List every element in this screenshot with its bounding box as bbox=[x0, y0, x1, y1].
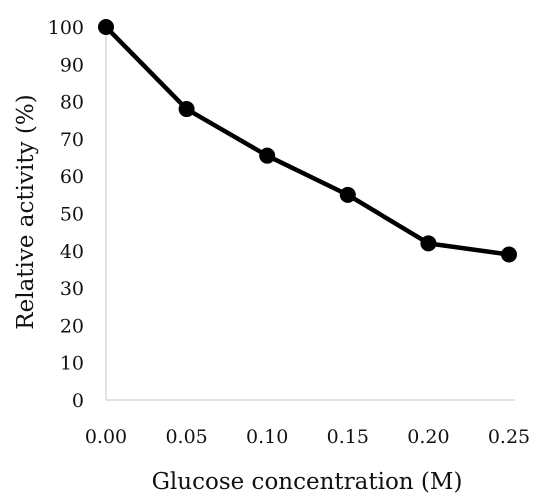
y-axis-title: Relative activity (%) bbox=[13, 94, 39, 329]
y-tick-label: 90 bbox=[60, 54, 84, 76]
y-tick-label: 10 bbox=[60, 353, 84, 375]
x-tick-label: 0.25 bbox=[488, 426, 530, 448]
data-point bbox=[501, 246, 517, 263]
y-tick-label: 0 bbox=[72, 390, 84, 412]
x-tick-labels: 0.00 0.05 0.10 0.15 0.20 0.25 bbox=[85, 426, 530, 448]
x-tick-label: 0.05 bbox=[165, 426, 207, 448]
data-point bbox=[98, 19, 114, 35]
data-point bbox=[420, 235, 437, 252]
y-tick-label: 40 bbox=[60, 241, 84, 263]
x-tick-label: 0.15 bbox=[327, 426, 369, 448]
x-tick-label: 0.20 bbox=[407, 426, 449, 448]
data-point bbox=[178, 101, 195, 118]
series-line bbox=[103, 24, 512, 257]
data-point bbox=[339, 186, 356, 203]
y-tick-label: 60 bbox=[60, 166, 84, 188]
x-tick-label: 0.00 bbox=[85, 426, 127, 448]
series-group bbox=[98, 19, 517, 263]
y-tick-label: 30 bbox=[60, 278, 84, 300]
x-tick-label: 0.10 bbox=[246, 426, 288, 448]
y-tick-label: 20 bbox=[60, 315, 84, 337]
y-tick-label: 100 bbox=[48, 17, 84, 39]
x-axis-title: Glucose concentration (M) bbox=[152, 469, 463, 495]
y-tick-labels: 0 10 20 30 40 50 60 70 80 90 100 bbox=[48, 17, 84, 412]
axes bbox=[105, 27, 515, 401]
data-point bbox=[259, 147, 276, 164]
y-tick-label: 70 bbox=[60, 129, 84, 151]
y-tick-label: 50 bbox=[60, 204, 84, 226]
y-tick-label: 80 bbox=[60, 92, 84, 114]
